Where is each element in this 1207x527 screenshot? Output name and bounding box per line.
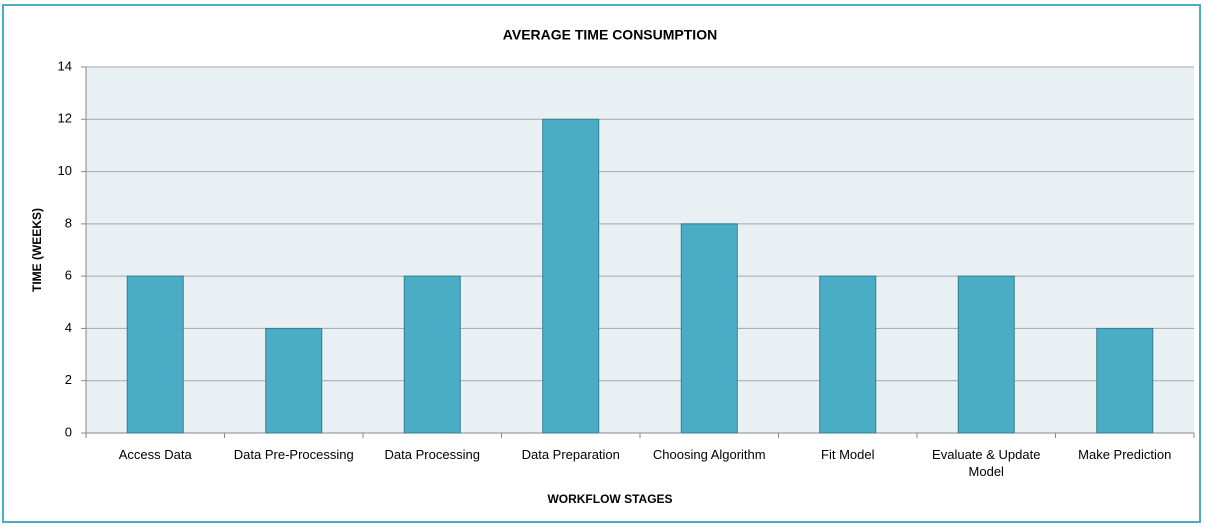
x-tick-label: Data Pre-Processing	[233, 447, 354, 462]
x-axis-label: WORKFLOW STAGES	[547, 492, 672, 506]
y-tick-label: 0	[65, 424, 72, 439]
x-tick-label: Data Processing	[384, 447, 480, 462]
bar	[403, 275, 461, 434]
y-tick-label: 12	[58, 111, 72, 126]
y-tick-label: 2	[65, 372, 72, 387]
x-tick-label: Evaluate & Update Model	[932, 447, 1041, 479]
bar	[542, 118, 600, 434]
x-tick-label: Access Data	[118, 447, 192, 462]
y-axis-label: TIME (WEEKS)	[30, 208, 44, 292]
plot-area	[86, 67, 1194, 433]
y-tick-label: 10	[58, 163, 72, 178]
y-tick-label: 6	[65, 268, 72, 283]
bar	[680, 223, 738, 434]
x-tick-label: Data Preparation	[521, 447, 620, 462]
x-tick-label: Make Prediction	[1078, 447, 1172, 462]
bar	[957, 275, 1015, 434]
bar	[265, 327, 323, 434]
x-tick-label: Choosing Algorithm	[652, 447, 766, 462]
y-tick-label: 14	[58, 58, 72, 73]
bar	[819, 275, 877, 434]
y-tick-label: 8	[65, 215, 72, 230]
chart-title: AVERAGE TIME CONSUMPTION	[503, 27, 717, 43]
y-tick-label: 4	[65, 320, 72, 335]
bar	[126, 275, 184, 434]
bar	[1096, 327, 1154, 434]
chart-frame	[2, 4, 1201, 523]
x-tick-label: Fit Model	[821, 447, 875, 462]
